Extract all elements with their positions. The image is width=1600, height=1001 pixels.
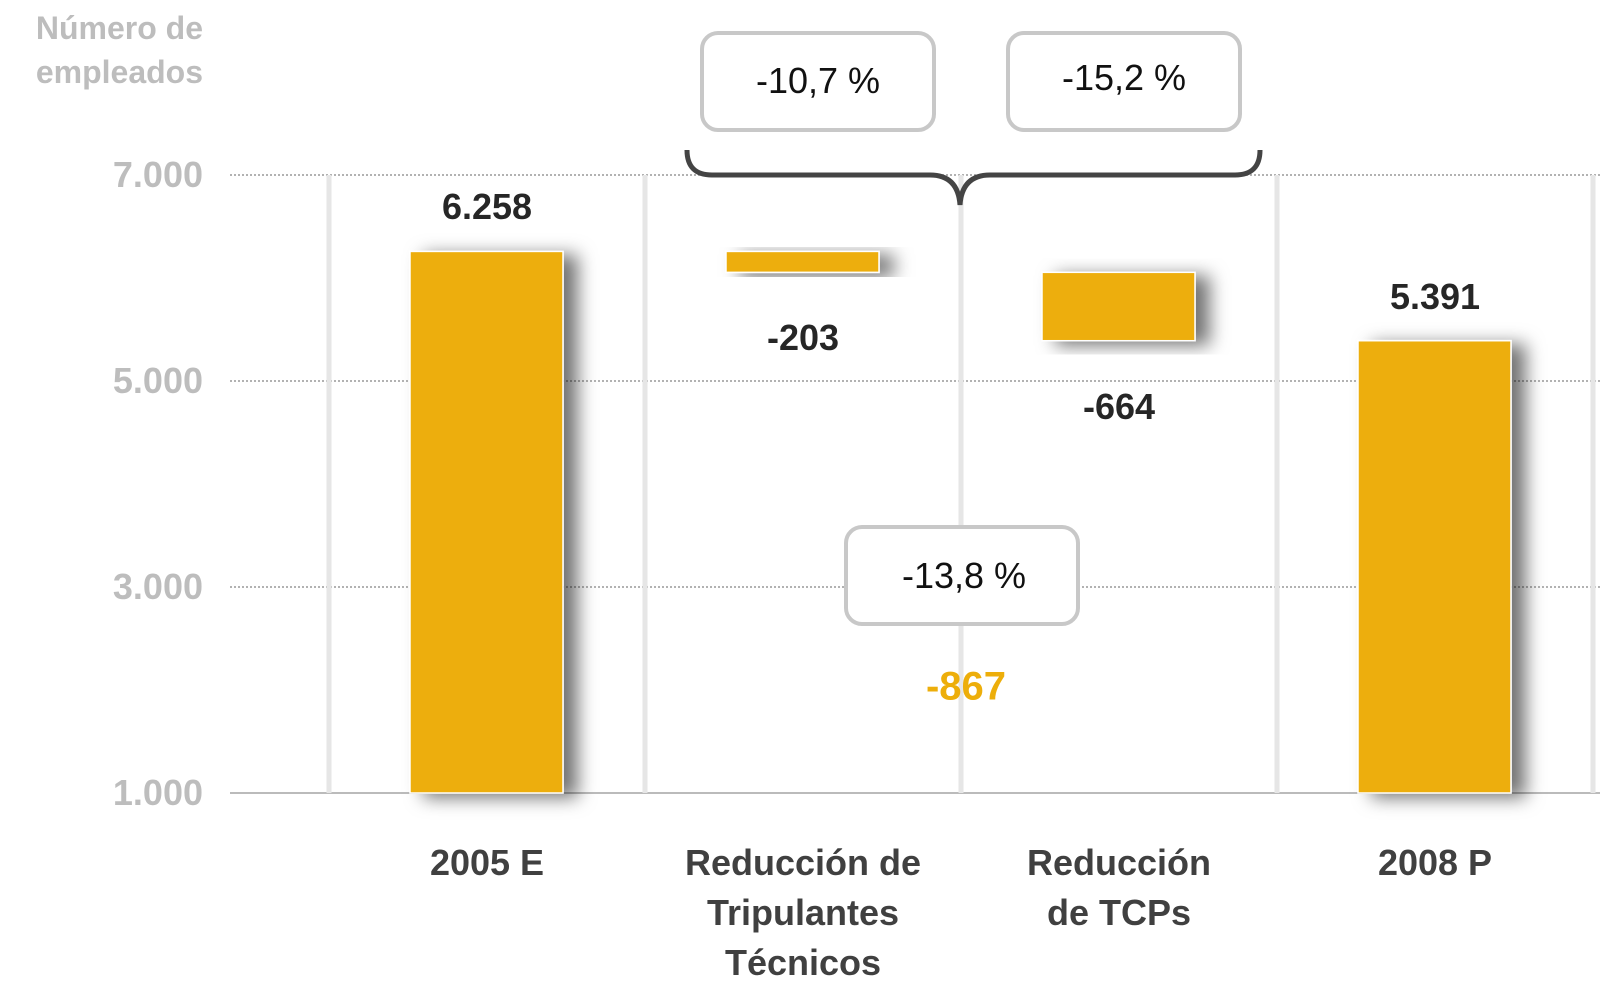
x-tick-label: 2008 P [1377, 842, 1493, 883]
y-tick-label: 1.000 [112, 772, 203, 813]
annotation-box [844, 525, 1080, 626]
annotation: -10,7 % [755, 60, 881, 101]
y-tick-label: 7.000 [112, 154, 203, 195]
y-axis-label: Número de empleados [35, 10, 203, 90]
annotation-box [700, 31, 936, 132]
value-label: 6.258 [441, 186, 533, 228]
total-change: -867 [925, 664, 1007, 709]
bar [1357, 339, 1512, 794]
x-tick-label: 2005 E [429, 842, 545, 883]
y-tick-label: 3.000 [112, 566, 203, 607]
annotation: -15,2 % [1061, 57, 1187, 98]
value-label: 5.391 [1389, 275, 1481, 317]
x-tick-label: Reducción de TCPs [1026, 842, 1212, 933]
bar [1041, 271, 1196, 342]
bar [409, 250, 564, 794]
bar [725, 250, 880, 274]
value-label: -203 [766, 317, 840, 359]
y-tick-label: 5.000 [112, 360, 203, 401]
annotation: -13,8 % [901, 555, 1027, 596]
value-label: -664 [1082, 385, 1156, 427]
x-tick-label: Reducción de Tripulantes Técnicos [684, 842, 922, 983]
brace [684, 149, 1263, 206]
annotation-box [1006, 31, 1242, 132]
